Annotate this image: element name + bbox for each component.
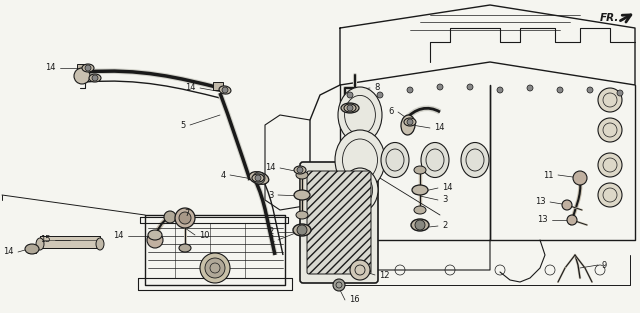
Circle shape [147, 232, 163, 248]
Text: 2: 2 [442, 222, 447, 230]
Text: 5: 5 [180, 121, 186, 130]
Circle shape [573, 171, 587, 185]
Text: 3: 3 [269, 191, 274, 199]
Circle shape [164, 211, 176, 223]
Ellipse shape [342, 168, 378, 212]
Circle shape [407, 119, 413, 125]
Circle shape [205, 258, 225, 278]
Ellipse shape [598, 153, 622, 177]
Text: 14: 14 [186, 84, 196, 93]
Text: 12: 12 [379, 270, 390, 280]
Ellipse shape [252, 174, 264, 182]
Ellipse shape [296, 211, 308, 219]
Ellipse shape [219, 86, 231, 94]
Ellipse shape [412, 185, 428, 195]
Circle shape [562, 200, 572, 210]
Text: 10: 10 [199, 230, 209, 239]
Ellipse shape [36, 238, 44, 250]
Ellipse shape [414, 166, 426, 174]
Circle shape [497, 87, 503, 93]
Text: 6: 6 [388, 107, 394, 116]
Text: 7: 7 [184, 208, 189, 218]
Ellipse shape [148, 230, 162, 240]
Circle shape [297, 225, 307, 235]
Ellipse shape [461, 142, 489, 177]
Circle shape [587, 87, 593, 93]
Circle shape [92, 75, 98, 81]
Circle shape [85, 65, 91, 71]
Bar [320, 215, 348, 237]
Circle shape [377, 92, 383, 98]
Circle shape [557, 87, 563, 93]
Circle shape [74, 68, 90, 84]
Ellipse shape [89, 74, 101, 82]
Ellipse shape [381, 142, 409, 177]
Text: 1: 1 [269, 235, 274, 244]
Circle shape [527, 85, 533, 91]
Ellipse shape [249, 172, 269, 184]
Ellipse shape [598, 118, 622, 142]
Circle shape [567, 215, 577, 225]
Ellipse shape [598, 88, 622, 112]
Circle shape [253, 172, 265, 184]
Circle shape [200, 253, 230, 283]
Circle shape [415, 220, 425, 230]
Ellipse shape [421, 142, 449, 177]
Ellipse shape [294, 190, 310, 200]
Ellipse shape [338, 87, 382, 143]
Text: 13: 13 [538, 215, 548, 224]
Ellipse shape [294, 166, 306, 174]
Ellipse shape [296, 171, 308, 179]
Ellipse shape [179, 244, 191, 252]
Ellipse shape [411, 219, 429, 231]
Ellipse shape [335, 130, 385, 190]
Text: 14: 14 [434, 124, 445, 132]
Text: 14: 14 [266, 163, 276, 172]
Text: 9: 9 [602, 260, 607, 269]
Text: 2: 2 [269, 228, 274, 237]
Circle shape [297, 167, 303, 173]
FancyBboxPatch shape [307, 171, 371, 274]
Bar [77, 64, 87, 72]
Text: 14: 14 [113, 232, 124, 240]
FancyBboxPatch shape [300, 162, 378, 283]
Text: 14: 14 [3, 248, 14, 256]
Circle shape [350, 260, 370, 280]
Text: 15: 15 [40, 235, 51, 244]
Circle shape [437, 84, 443, 90]
Circle shape [175, 208, 195, 228]
Circle shape [617, 90, 623, 96]
Ellipse shape [344, 104, 356, 112]
Circle shape [407, 87, 413, 93]
Bar [28, 245, 36, 253]
Ellipse shape [414, 206, 426, 214]
Ellipse shape [401, 115, 415, 135]
Text: 13: 13 [536, 198, 546, 207]
Ellipse shape [96, 238, 104, 250]
Ellipse shape [598, 183, 622, 207]
Circle shape [347, 105, 353, 111]
Bar [40, 236, 100, 248]
Ellipse shape [82, 64, 94, 72]
Text: 8: 8 [374, 84, 380, 93]
Circle shape [467, 84, 473, 90]
Text: 3: 3 [442, 196, 447, 204]
Ellipse shape [341, 103, 359, 113]
Circle shape [255, 175, 261, 181]
Text: 11: 11 [543, 171, 554, 179]
Ellipse shape [293, 224, 311, 236]
Text: 14: 14 [442, 183, 452, 192]
Circle shape [347, 92, 353, 98]
Ellipse shape [404, 118, 416, 126]
Text: FR.: FR. [600, 13, 620, 23]
Circle shape [222, 87, 228, 93]
Bar [213, 82, 223, 90]
Text: 14: 14 [45, 64, 56, 73]
Ellipse shape [25, 244, 39, 254]
Circle shape [333, 279, 345, 291]
Text: 16: 16 [349, 295, 360, 305]
Circle shape [179, 212, 191, 224]
Text: 4: 4 [221, 171, 226, 179]
